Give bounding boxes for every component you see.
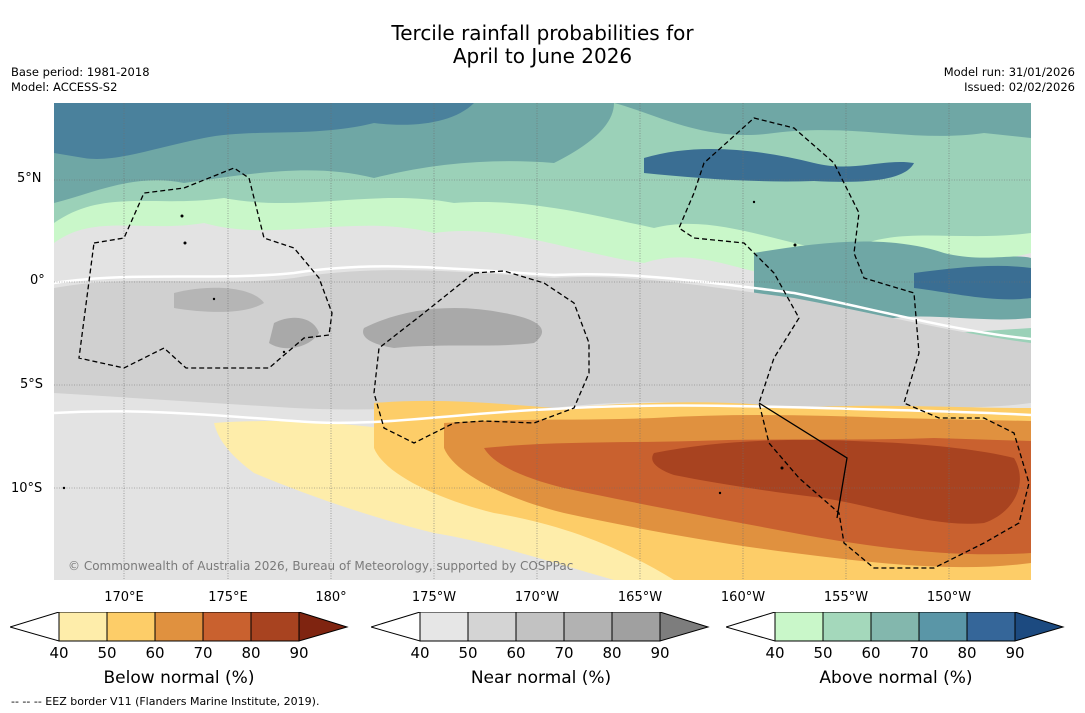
lon-label-170w: 170°W: [514, 590, 560, 605]
colorbar-above-tick: 90: [1005, 644, 1025, 662]
lat-label-5n: 5°N: [17, 171, 42, 186]
colorbar-near: [371, 612, 710, 642]
colorbar-above-tick: 80: [957, 644, 977, 662]
eez-solid-border: [758, 402, 848, 519]
colorbar-above-tick: 40: [765, 644, 785, 662]
lon-label-160w: 160°W: [720, 590, 766, 605]
colorbar-below-tick: 50: [97, 644, 117, 662]
base-period: Base period: 1981-2018: [11, 65, 150, 79]
probability-map: [54, 103, 1031, 580]
above-blue-patch-north: [644, 148, 914, 182]
colorbar-above-max-arrow: [1014, 612, 1065, 642]
lon-label-180: 180°: [315, 590, 347, 605]
lon-label-175w: 175°W: [411, 590, 457, 605]
colorbar-above-seg-1: [774, 612, 824, 642]
above-boundary-line: [54, 265, 1031, 341]
meta-left: Base period: 1981-2018 Model: ACCESS-S2: [11, 65, 150, 95]
colorbar-below-seg-2: [106, 612, 156, 642]
above-blue-east: [914, 265, 1031, 300]
colorbar-below-seg-1: [58, 612, 108, 642]
below-deep-band: [652, 439, 1020, 524]
colorbar-near-tick: 90: [650, 644, 670, 662]
near-mid-band: [54, 270, 1031, 410]
colorbar-near-seg-3: [515, 612, 565, 642]
below-boundary-line: [54, 404, 1031, 425]
near-dark-patch-3: [174, 287, 264, 312]
colorbar-above-seg-3: [870, 612, 920, 642]
colorbar-above-min-arrow: [726, 612, 776, 642]
colorbar-below-tick: 60: [145, 644, 165, 662]
colorbar-above-seg-2: [822, 612, 872, 642]
lon-label-175e: 175°E: [208, 590, 248, 605]
title-line-2: April to June 2026: [452, 44, 633, 68]
colorbar-below-tick: 90: [289, 644, 309, 662]
model-name: Model: ACCESS-S2: [11, 80, 118, 94]
colorbar-above-tick: 50: [813, 644, 833, 662]
eez-borders: [78, 117, 1030, 569]
above-dark-band: [54, 103, 474, 159]
lon-label-170e: 170°E: [104, 590, 144, 605]
colorbar-above-label: Above normal (%): [819, 668, 973, 688]
colorbar-near-label: Near normal (%): [470, 668, 612, 688]
colorbar-near-tick: 80: [602, 644, 622, 662]
colorbar-near-max-arrow: [659, 612, 710, 642]
colorbar-below-seg-3: [154, 612, 204, 642]
colorbar-below-seg-5: [250, 612, 300, 642]
colorbar-near-seg-5: [611, 612, 661, 642]
colorbar-above-seg-4: [918, 612, 968, 642]
colorbar-above-tick: 60: [861, 644, 881, 662]
colorbar-near-seg-1: [419, 612, 469, 642]
islands: [62, 200, 797, 495]
lon-label-150w: 150°W: [926, 590, 972, 605]
model-run: Model run: 31/01/2026: [943, 65, 1075, 79]
eez-footnote: -- -- -- EEZ border V11 (Flanders Marine…: [11, 695, 320, 708]
colorbar-below-min-arrow: [10, 612, 60, 642]
lon-label-155w: 155°W: [823, 590, 869, 605]
colorbar-below-max-arrow: [298, 612, 349, 642]
colorbar-below-tick: 80: [241, 644, 261, 662]
colorbar-near-seg-4: [563, 612, 613, 642]
colorbar-near-min-arrow: [371, 612, 421, 642]
colorbar-near-tick: 50: [458, 644, 478, 662]
colorbar-near-tick: 60: [506, 644, 526, 662]
colorbar-above-seg-5: [966, 612, 1016, 642]
gridlines: [54, 103, 1031, 580]
colorbar-above-tick: 70: [909, 644, 929, 662]
lat-label-5s: 5°S: [20, 377, 44, 392]
colorbar-below-tick: 40: [49, 644, 69, 662]
title-line-1: Tercile rainfall probabilities for: [391, 21, 694, 45]
colorbar-below-seg-4: [202, 612, 252, 642]
near-dark-patch-1: [363, 308, 543, 348]
lat-label-10s: 10°S: [11, 481, 43, 496]
colorbar-below-tick: 70: [193, 644, 213, 662]
copyright-notice: © Commonwealth of Australia 2026, Bureau…: [68, 559, 574, 573]
lat-label-0: 0°: [30, 273, 45, 288]
colorbar-below-label: Below normal (%): [103, 668, 255, 688]
colorbar-above: [726, 612, 1065, 642]
lon-label-165w: 165°W: [617, 590, 663, 605]
near-dark-patch-2: [269, 317, 319, 349]
colorbar-near-tick: 40: [410, 644, 430, 662]
issued-date: Issued: 02/02/2026: [964, 80, 1075, 94]
colorbar-below: [10, 612, 349, 642]
colorbar-near-tick: 70: [554, 644, 574, 662]
map-title: Tercile rainfall probabilities for April…: [0, 22, 1085, 68]
colorbar-near-seg-2: [467, 612, 517, 642]
meta-right: Model run: 31/01/2026 Issued: 02/02/2026: [944, 65, 1075, 95]
